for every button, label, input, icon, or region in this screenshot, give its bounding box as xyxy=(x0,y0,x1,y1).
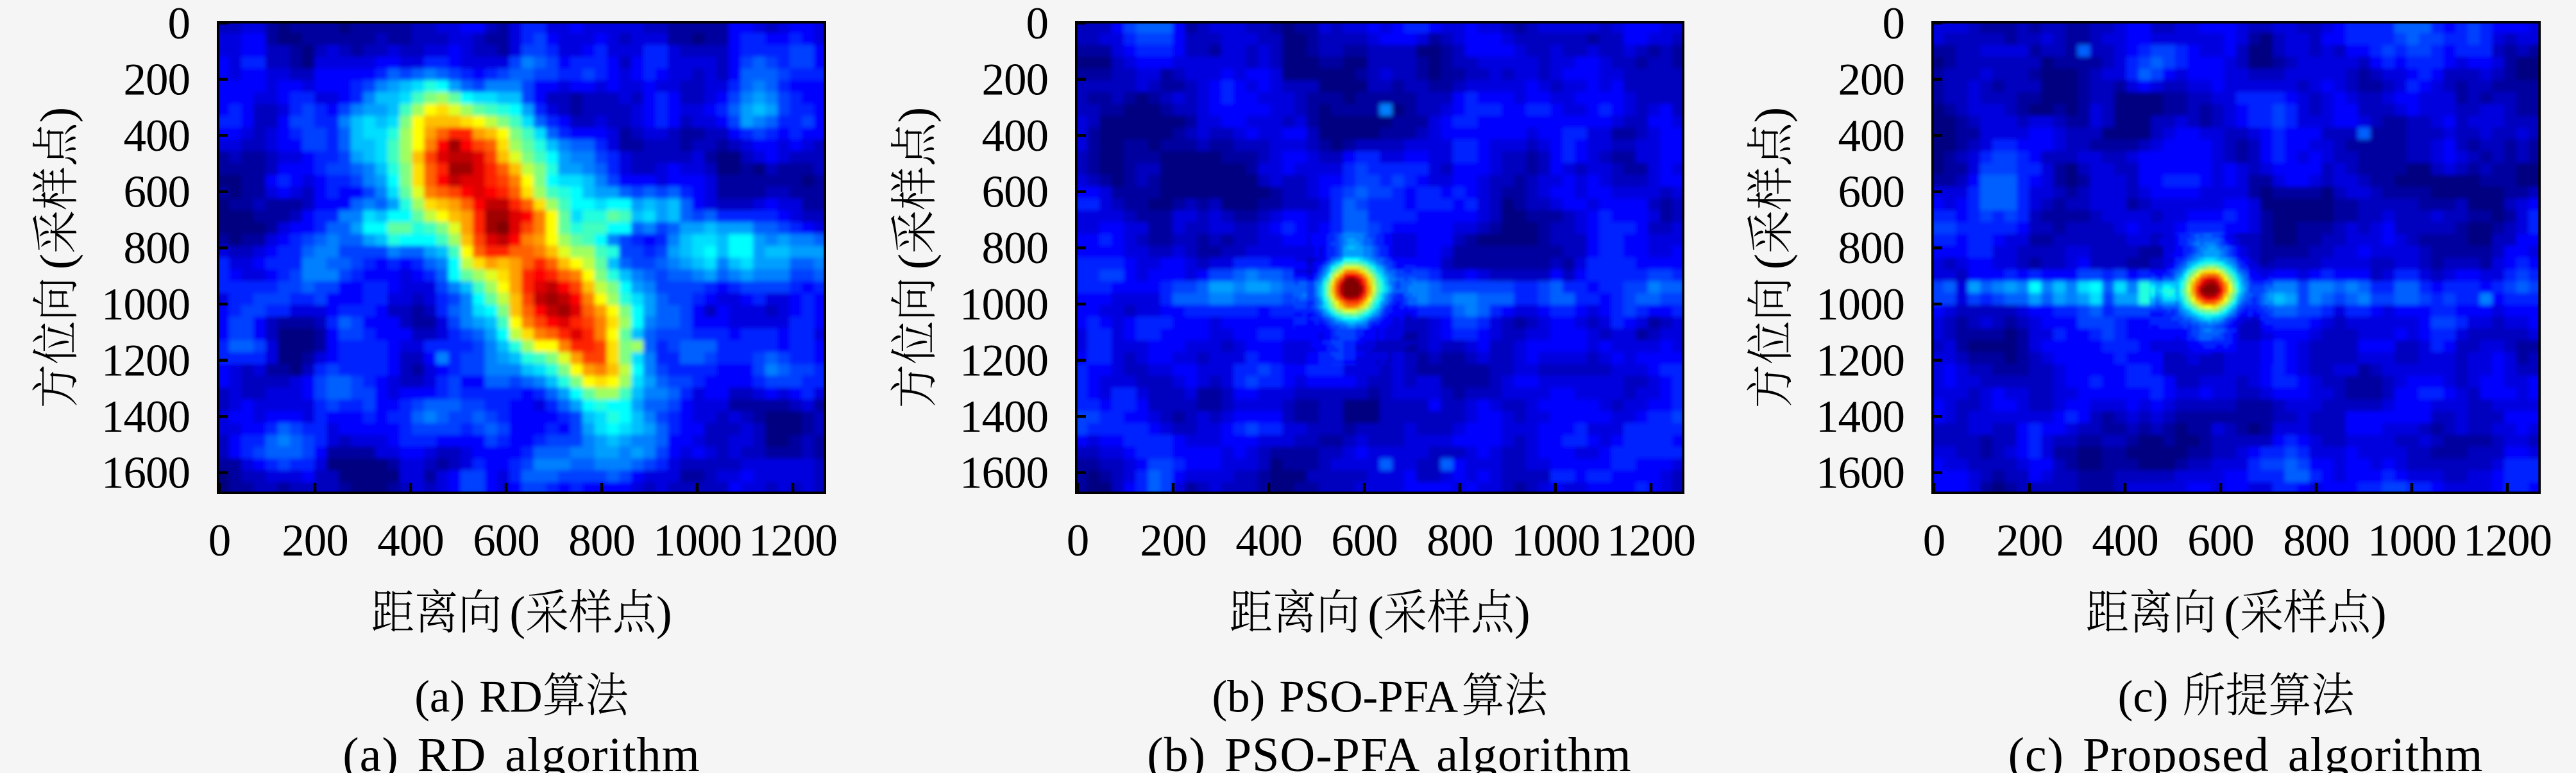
svg-text:(: ( xyxy=(31,253,84,269)
svg-text:): ) xyxy=(656,588,672,640)
svg-text:(b): (b) xyxy=(1212,672,1266,722)
svg-text:600: 600 xyxy=(1838,167,1905,217)
svg-text:(a) RD algorithm: (a) RD algorithm xyxy=(343,728,700,773)
svg-text:600: 600 xyxy=(473,516,539,566)
svg-text:200: 200 xyxy=(1838,55,1905,105)
svg-text:800: 800 xyxy=(982,223,1049,273)
svg-text:1000: 1000 xyxy=(1816,280,1904,330)
svg-text:1000: 1000 xyxy=(960,280,1048,330)
svg-text:1400: 1400 xyxy=(101,392,190,442)
svg-text:0: 0 xyxy=(208,516,231,566)
svg-text:200: 200 xyxy=(1996,516,2063,566)
svg-text:(: ( xyxy=(1746,253,1799,269)
svg-text:1000: 1000 xyxy=(1511,516,1600,566)
svg-text:(c) Proposed algorithm: (c) Proposed algorithm xyxy=(2008,728,2484,773)
svg-text:0: 0 xyxy=(1067,516,1089,566)
svg-text:200: 200 xyxy=(982,55,1049,105)
svg-text:): ) xyxy=(890,107,942,123)
svg-text:(b) PSO-PFA algorithm: (b) PSO-PFA algorithm xyxy=(1147,728,1631,773)
svg-text:1200: 1200 xyxy=(749,516,837,566)
svg-text:1600: 1600 xyxy=(1816,448,1904,498)
svg-text:600: 600 xyxy=(1331,516,1398,566)
svg-text:800: 800 xyxy=(124,223,191,273)
svg-text:(: ( xyxy=(509,588,525,640)
svg-text:1400: 1400 xyxy=(960,392,1048,442)
svg-text:1000: 1000 xyxy=(2368,516,2456,566)
svg-text:(: ( xyxy=(2224,588,2240,640)
svg-text:800: 800 xyxy=(2283,516,2350,566)
svg-text:600: 600 xyxy=(2187,516,2254,566)
svg-text:1600: 1600 xyxy=(960,448,1048,498)
svg-text:200: 200 xyxy=(124,55,191,105)
svg-text:400: 400 xyxy=(124,111,191,161)
svg-text:PSO-PFA: PSO-PFA xyxy=(1279,672,1458,722)
svg-text:1200: 1200 xyxy=(2463,516,2552,566)
svg-text:0: 0 xyxy=(1883,0,1905,49)
svg-text:1600: 1600 xyxy=(101,448,190,498)
svg-text:600: 600 xyxy=(982,167,1049,217)
svg-text:400: 400 xyxy=(1838,111,1905,161)
svg-text:600: 600 xyxy=(124,167,191,217)
svg-text:1400: 1400 xyxy=(1816,392,1904,442)
svg-text:0: 0 xyxy=(168,0,191,49)
svg-text:(a): (a) xyxy=(414,672,465,722)
svg-text:1000: 1000 xyxy=(653,516,741,566)
svg-text:200: 200 xyxy=(1140,516,1207,566)
svg-text:400: 400 xyxy=(377,516,444,566)
svg-text:(: ( xyxy=(1368,588,1384,640)
svg-text:(c): (c) xyxy=(2118,672,2169,722)
svg-text:400: 400 xyxy=(982,111,1049,161)
svg-text:1200: 1200 xyxy=(101,336,190,386)
svg-text:0: 0 xyxy=(1923,516,1945,566)
svg-text:): ) xyxy=(31,107,84,123)
svg-text:200: 200 xyxy=(282,516,348,566)
svg-text:1200: 1200 xyxy=(1607,516,1695,566)
svg-text:): ) xyxy=(1514,588,1530,640)
svg-text:400: 400 xyxy=(1235,516,1302,566)
svg-text:0: 0 xyxy=(1026,0,1049,49)
svg-text:(: ( xyxy=(890,253,942,269)
svg-text:1200: 1200 xyxy=(1816,336,1904,386)
svg-text:): ) xyxy=(1746,107,1799,123)
svg-text:800: 800 xyxy=(568,516,635,566)
svg-text:400: 400 xyxy=(2092,516,2158,566)
svg-text:1200: 1200 xyxy=(960,336,1048,386)
svg-text:): ) xyxy=(2371,588,2387,640)
svg-text:800: 800 xyxy=(1838,223,1905,273)
svg-text:1000: 1000 xyxy=(101,280,190,330)
svg-text:800: 800 xyxy=(1427,516,1493,566)
svg-text:RD: RD xyxy=(479,672,543,722)
